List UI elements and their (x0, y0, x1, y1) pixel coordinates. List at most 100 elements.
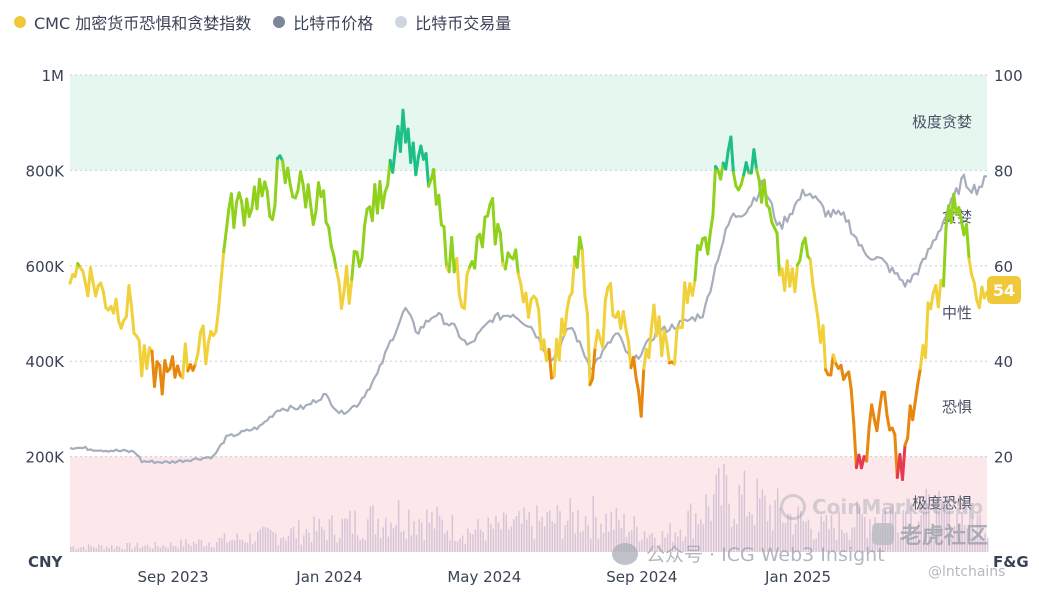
volume-bar (554, 523, 556, 552)
right-tick-label: 60 (994, 258, 1013, 276)
volume-dot-icon (395, 16, 408, 28)
volume-bar (771, 530, 774, 552)
fg-segment (347, 278, 354, 305)
volume-bar (907, 536, 910, 552)
fg-segment (803, 236, 810, 258)
volume-bar (108, 548, 110, 552)
fg-segment (424, 152, 431, 188)
fg-segment (437, 193, 443, 227)
fg-segment (265, 189, 272, 218)
volume-bar (118, 546, 121, 552)
volume-bar (899, 537, 902, 552)
volume-bar (687, 511, 689, 552)
laohu-watermark: 老虎社区 (872, 518, 988, 550)
volume-bar (443, 533, 446, 552)
volume-bar (930, 530, 933, 552)
volume-bar (723, 464, 725, 552)
volume-bar (303, 535, 305, 552)
volume-bar (664, 537, 666, 552)
volume-bar (218, 538, 221, 552)
volume-bar (244, 542, 246, 552)
volume-bar (438, 515, 441, 552)
legend-item-fg[interactable]: CMC 加密货币恐惧和贪婪指数 (14, 10, 251, 34)
volume-bar (269, 529, 272, 552)
volume-bar (833, 528, 835, 552)
volume-bar (87, 544, 90, 552)
fg-segment (219, 250, 226, 282)
fg-segment (621, 310, 628, 330)
volume-bar (82, 546, 85, 552)
left-tick-label: 200K (26, 449, 66, 467)
volume-bar (528, 512, 530, 552)
volume-bar (587, 525, 589, 552)
legend-item-price[interactable]: 比特币价格 (273, 10, 373, 34)
fg-segment (534, 297, 541, 312)
volume-bar (961, 513, 963, 552)
volume-bar (461, 535, 464, 552)
volume-bar (869, 519, 871, 552)
volume-bar (205, 545, 208, 552)
volume-bar (697, 524, 700, 552)
volume-bar (400, 531, 402, 552)
laohu-text: 老虎社区 (900, 524, 989, 549)
fg-segment (114, 297, 121, 323)
volume-bar (121, 548, 123, 552)
volume-bar (282, 537, 285, 552)
coinmarketcap-text: CoinMarketCap (812, 495, 984, 519)
fg-segment (698, 237, 705, 252)
fg-segment (463, 273, 469, 310)
volume-bar (928, 494, 930, 552)
volume-bar (418, 519, 420, 552)
handle-watermark: @lntchains (928, 564, 1006, 580)
volume-bar (951, 538, 953, 552)
volume-bar (305, 528, 308, 552)
volume-bar (172, 546, 174, 552)
volume-bar (479, 529, 482, 552)
volume-bar (661, 530, 664, 552)
volume-bar (966, 528, 969, 552)
volume-bar (338, 537, 341, 552)
volume-bar (866, 537, 869, 552)
volume-bar (397, 500, 400, 552)
fg-segment (537, 308, 543, 351)
volume-bar (379, 537, 382, 552)
volume-bar (241, 539, 244, 552)
volume-bar (472, 534, 474, 552)
fg-segment (901, 443, 907, 481)
volume-bar (346, 519, 349, 552)
fg-segment (334, 268, 341, 284)
fg-segment (565, 295, 571, 313)
fg-segment (127, 284, 133, 308)
volume-bar (134, 546, 136, 552)
volume-bar (735, 524, 738, 552)
fg-segment (360, 224, 367, 260)
right-axis-unit: F&G (993, 553, 1029, 571)
fg-segment (516, 272, 523, 286)
volume-bar (741, 494, 743, 552)
volume-bar (103, 549, 105, 552)
legend-item-volume[interactable]: 比特币交易量 (395, 10, 511, 34)
volume-bar (840, 529, 843, 552)
wechat-icon (612, 542, 638, 565)
volume-bar (692, 538, 694, 552)
volume-bar (492, 528, 495, 552)
volume-bar (392, 528, 395, 552)
x-tick-label: Jan 2025 (764, 568, 831, 586)
volume-bar (643, 531, 646, 552)
volume-bar (682, 540, 684, 552)
volume-bar (789, 513, 792, 552)
volume-bar (374, 534, 377, 552)
legend-label-volume: 比特币交易量 (415, 14, 512, 33)
volume-bar (712, 494, 715, 552)
fg-segment (350, 250, 356, 281)
volume-bar (559, 511, 561, 552)
volume-bar (787, 513, 789, 552)
volume-bar (126, 542, 128, 552)
volume-bar (267, 527, 269, 552)
volume-bar (469, 533, 472, 552)
volume-bar (231, 539, 233, 552)
fg-segment (711, 165, 717, 217)
volume-bar (336, 542, 338, 552)
volume-bar (861, 514, 863, 552)
